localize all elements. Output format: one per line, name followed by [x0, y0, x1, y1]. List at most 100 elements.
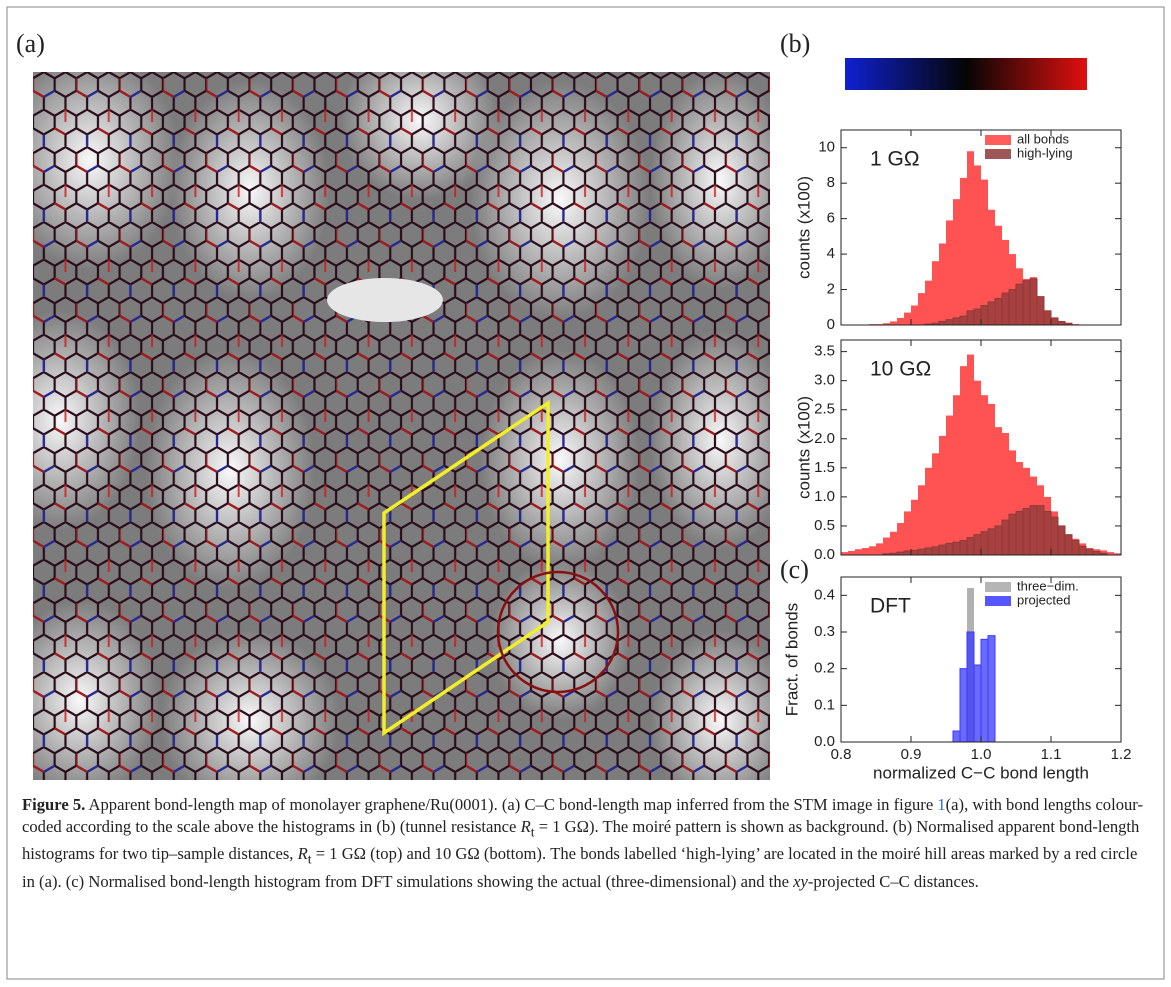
histogram-bar	[1050, 317, 1059, 326]
histogram-bar	[987, 635, 996, 743]
histogram-bar	[1015, 283, 1024, 326]
histogram-bar	[904, 312, 911, 325]
histogram-bar	[952, 317, 961, 326]
annotation: 10 GΩ	[870, 358, 931, 381]
caption-text: = 1 GΩ). The moiré pattern is shown as b…	[22, 817, 1140, 864]
histogram-bar	[981, 179, 988, 325]
caption-symbol: R	[297, 844, 308, 864]
legend-label: all bonds	[1017, 131, 1070, 146]
histogram-bar	[917, 548, 926, 556]
histogram-bar	[869, 546, 876, 555]
histogram-bar	[1071, 539, 1080, 556]
histogram-bar	[876, 543, 883, 555]
histogram-bar	[959, 668, 968, 743]
y-tick-label: 0.5	[814, 517, 835, 534]
histogram-bar	[931, 546, 940, 556]
histogram-bar	[903, 550, 912, 556]
legend-label: three−dim.	[1017, 578, 1079, 593]
histogram-bar	[1057, 320, 1066, 326]
histogram-bar	[966, 310, 975, 326]
panel-label: (c)	[780, 555, 809, 584]
caption-subscript: t	[307, 851, 312, 867]
histogram-bar	[939, 243, 946, 325]
histogram-bar	[911, 305, 918, 325]
histogram-bar	[981, 395, 988, 555]
histogram-bar	[945, 319, 954, 326]
caption-label: Figure 5.	[22, 795, 86, 814]
histogram-bar	[946, 220, 953, 325]
y-tick-label: 2	[827, 281, 835, 298]
histogram-bar	[910, 549, 919, 556]
histogram-bar	[1029, 505, 1038, 556]
histogram	[869, 151, 1079, 326]
histogram-bar	[938, 320, 947, 326]
caption-subscript: t	[530, 824, 535, 840]
legend-label: projected	[1017, 592, 1070, 607]
histogram-bar	[925, 280, 932, 325]
x-axis-label: normalized C−C bond length	[873, 763, 1089, 782]
histogram-bar	[959, 315, 968, 326]
histogram-bar	[1009, 450, 1016, 555]
histogram-bar	[995, 427, 1002, 555]
y-tick-label: 4	[827, 245, 835, 262]
histogram-bar	[918, 485, 925, 555]
histogram-bar	[1107, 552, 1114, 555]
caption-symbol: xy	[793, 871, 808, 891]
figure-caption: Figure 5. Apparent bond-length map of mo…	[22, 794, 1150, 893]
annotation: 1 GΩ	[870, 148, 920, 171]
annotation: DFT	[870, 595, 911, 618]
histogram-bar	[1085, 548, 1094, 556]
histogram-bar	[897, 317, 904, 325]
histogram-bar	[841, 552, 848, 555]
y-tick-label: 6	[827, 210, 835, 227]
histogram-bar	[1036, 296, 1045, 326]
histogram-bar	[967, 354, 974, 555]
y-tick-label: 0.0	[814, 733, 835, 750]
histogram-bar	[932, 261, 939, 325]
y-tick-label: 0.0	[814, 546, 835, 563]
legend-swatch	[985, 596, 1011, 606]
caption-text: = 1 GΩ (top) and 10 GΩ (bottom). The bon…	[22, 844, 1138, 891]
histogram-bar	[1036, 505, 1045, 556]
histogram-bar	[939, 435, 946, 555]
histogram-bar	[1015, 510, 1024, 556]
y-tick-label: 2.5	[814, 401, 835, 418]
histogram	[952, 588, 996, 743]
histogram-bar	[959, 539, 968, 556]
legend-swatch	[985, 135, 1011, 145]
y-tick-label: 0.1	[814, 696, 835, 713]
histogram-bar	[1114, 553, 1121, 555]
histogram-bar	[938, 544, 947, 556]
histogram-bar	[855, 549, 862, 555]
y-axis-label: counts (x100)	[794, 396, 813, 499]
histogram-bar	[1016, 462, 1023, 555]
histogram-bar	[994, 525, 1003, 556]
x-tick-label: 0.9	[901, 746, 922, 763]
histogram-bar	[966, 631, 975, 743]
y-tick-label: 1.5	[814, 459, 835, 476]
histogram-bar	[1043, 510, 1052, 556]
histogram-bar	[988, 209, 995, 325]
histogram-bar	[994, 297, 1003, 326]
histogram-bar	[945, 542, 954, 556]
histogram-bar	[1078, 545, 1087, 556]
histogram-bar	[987, 528, 996, 556]
y-tick-label: 3.0	[814, 372, 835, 389]
histogram-bar	[967, 151, 974, 325]
x-tick-label: 0.8	[831, 746, 852, 763]
histogram-bar	[1022, 508, 1031, 556]
histogram-bar	[890, 321, 897, 325]
y-tick-label: 1.0	[814, 488, 835, 505]
histogram-bar	[890, 531, 897, 555]
histogram-bar	[974, 380, 981, 555]
figure-link[interactable]: 1	[937, 795, 946, 814]
histogram-bar	[987, 301, 996, 326]
y-tick-label: 8	[827, 174, 835, 191]
x-tick-label: 1.0	[971, 746, 992, 763]
histogram-bar	[1057, 525, 1066, 556]
caption-text: -projected C–C distances.	[807, 871, 979, 891]
histogram-bar	[1022, 280, 1031, 326]
histogram-bar	[1008, 289, 1017, 326]
